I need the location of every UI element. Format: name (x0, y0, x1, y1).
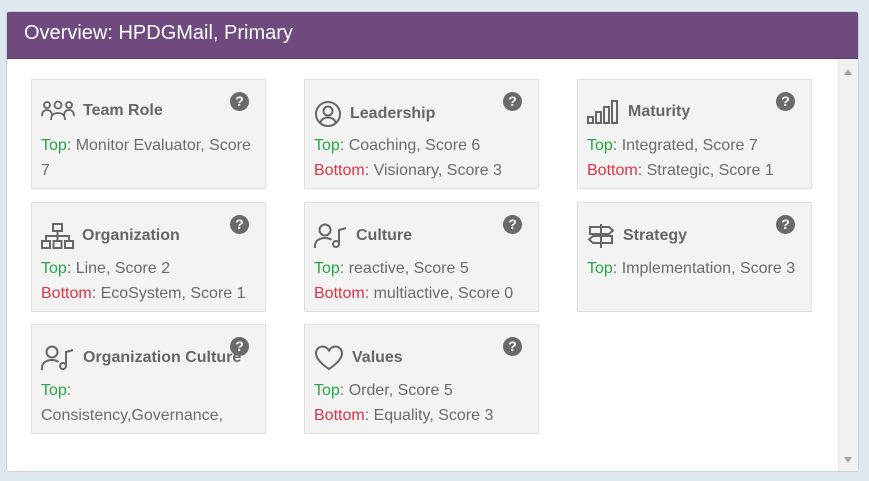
scroll-up-arrow-icon[interactable] (844, 69, 852, 75)
top-label: Top (587, 137, 613, 154)
help-icon[interactable]: ? (776, 92, 795, 111)
top-value: : Order, Score 5 (339, 382, 453, 399)
card-title-text: Team Role (83, 102, 163, 119)
card-leadership: Leadership ? Top: Coaching, Score 6 Bott… (304, 79, 539, 189)
top-label: Top (314, 137, 340, 154)
user-circle-icon (315, 101, 341, 127)
top-value: : Integrated, Score 7 (612, 137, 758, 154)
card-organization: Organization ? Top: Line, Score 2 Bottom… (31, 202, 266, 312)
top-value: : Implementation, Score 3 (612, 260, 796, 277)
top-value: : Coaching, Score 6 (339, 137, 481, 154)
top-value: : Line, Score 2 (66, 260, 170, 277)
bottom-value: : Strategic, Score 1 (637, 162, 774, 179)
top-label: Top (41, 260, 67, 277)
card-strategy: Strategy ? Top: Implementation, Score 3 (577, 202, 812, 312)
card-title-text: Culture (356, 227, 412, 244)
help-icon[interactable]: ? (230, 215, 249, 234)
bottom-value: : multiactive, Score 0 (364, 285, 514, 302)
help-icon[interactable]: ? (503, 92, 522, 111)
card-title-text: Values (352, 349, 403, 366)
top-label: Top (314, 260, 340, 277)
top-value: : (66, 382, 72, 399)
card-title-text: Maturity (628, 103, 691, 120)
team-icon (41, 100, 75, 121)
top-value-continued: Consistency,Governance, (41, 407, 224, 424)
user-music-icon (314, 223, 347, 248)
card-title-text: Strategy (623, 227, 688, 244)
card-title-text: Organization Culture (83, 349, 242, 366)
bottom-label: Bottom (41, 285, 92, 302)
overview-panel: Overview: HPDGMail, Primary Team Role ? … (6, 11, 859, 472)
card-team-role: Team Role ? Top: Monitor Evaluator, Scor… (31, 79, 266, 189)
panel-title: Overview: HPDGMail, Primary (7, 12, 858, 59)
vertical-scrollbar[interactable] (838, 59, 858, 471)
help-icon[interactable]: ? (776, 215, 795, 234)
bottom-value: : EcoSystem, Score 1 (91, 285, 246, 302)
bottom-label: Bottom (314, 407, 365, 424)
help-icon[interactable]: ? (230, 337, 249, 356)
bottom-label: Bottom (587, 162, 638, 179)
bottom-value: : Visionary, Score 3 (364, 162, 502, 179)
card-maturity: Maturity ? Top: Integrated, Score 7 Bott… (577, 79, 812, 189)
card-title-text: Organization (82, 227, 180, 244)
card-values: Values ? Top: Order, Score 5 Bottom: Equ… (304, 324, 539, 434)
bottom-label: Bottom (314, 162, 365, 179)
bottom-label: Bottom (314, 285, 365, 302)
top-value: : Monitor Evaluator, Score 7 (41, 137, 251, 179)
heart-icon (314, 345, 344, 371)
card-organization-culture: Organization Culture ? Top: Consistency,… (31, 324, 266, 434)
bar-chart-icon (587, 100, 618, 124)
top-label: Top (41, 382, 67, 399)
user-music-icon (41, 345, 74, 370)
top-label: Top (587, 260, 613, 277)
card-culture: Culture ? Top: reactive, Score 5 Bottom:… (304, 202, 539, 312)
help-icon[interactable]: ? (503, 337, 522, 356)
card-title-text: Leadership (350, 105, 436, 122)
top-value: : reactive, Score 5 (339, 260, 469, 277)
help-icon[interactable]: ? (503, 215, 522, 234)
top-label: Top (314, 382, 340, 399)
org-chart-icon (41, 223, 74, 249)
scroll-down-arrow-icon[interactable] (844, 457, 852, 463)
bottom-value: : Equality, Score 3 (364, 407, 494, 424)
signpost-icon (587, 224, 615, 248)
help-icon[interactable]: ? (230, 92, 249, 111)
top-label: Top (41, 137, 67, 154)
